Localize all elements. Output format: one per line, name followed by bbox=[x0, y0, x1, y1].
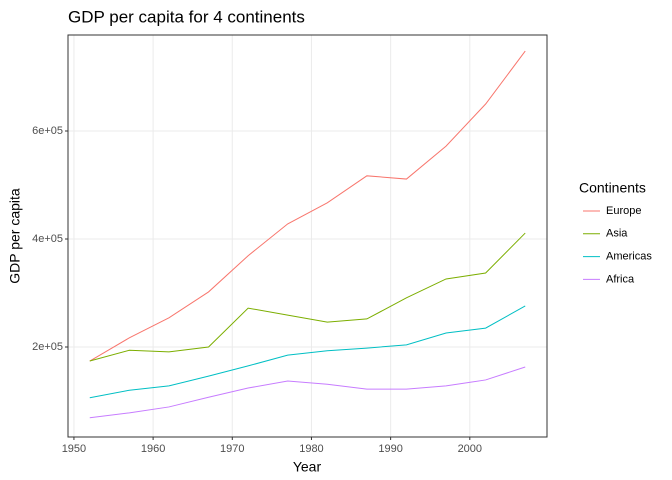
x-tick-label: 1980 bbox=[299, 443, 323, 455]
plot-border bbox=[67, 34, 548, 438]
legend-label: Asia bbox=[606, 228, 628, 240]
legend-label: Americas bbox=[606, 251, 652, 263]
x-tick-label: 1960 bbox=[141, 443, 165, 455]
x-tick-label: 1970 bbox=[220, 443, 244, 455]
line-series bbox=[89, 232, 526, 362]
chart-title: GDP per capita for 4 continents bbox=[68, 7, 305, 26]
legend-label: Europe bbox=[606, 205, 641, 217]
x-tick-label: 1950 bbox=[62, 443, 86, 455]
x-tick-label: 1990 bbox=[378, 443, 402, 455]
x-axis-title: Year bbox=[293, 459, 322, 475]
line-series bbox=[89, 50, 526, 362]
y-tick-label: 6e+05 bbox=[32, 125, 63, 137]
y-axis-title: GDP per capita bbox=[7, 188, 23, 284]
line-series bbox=[89, 305, 526, 399]
legend-label: Africa bbox=[606, 273, 635, 285]
legend-title: Continents bbox=[579, 180, 646, 196]
y-tick-label: 4e+05 bbox=[32, 233, 63, 245]
y-tick-label: 2e+05 bbox=[32, 341, 63, 353]
line-series bbox=[89, 366, 526, 419]
x-tick-label: 2000 bbox=[458, 443, 482, 455]
